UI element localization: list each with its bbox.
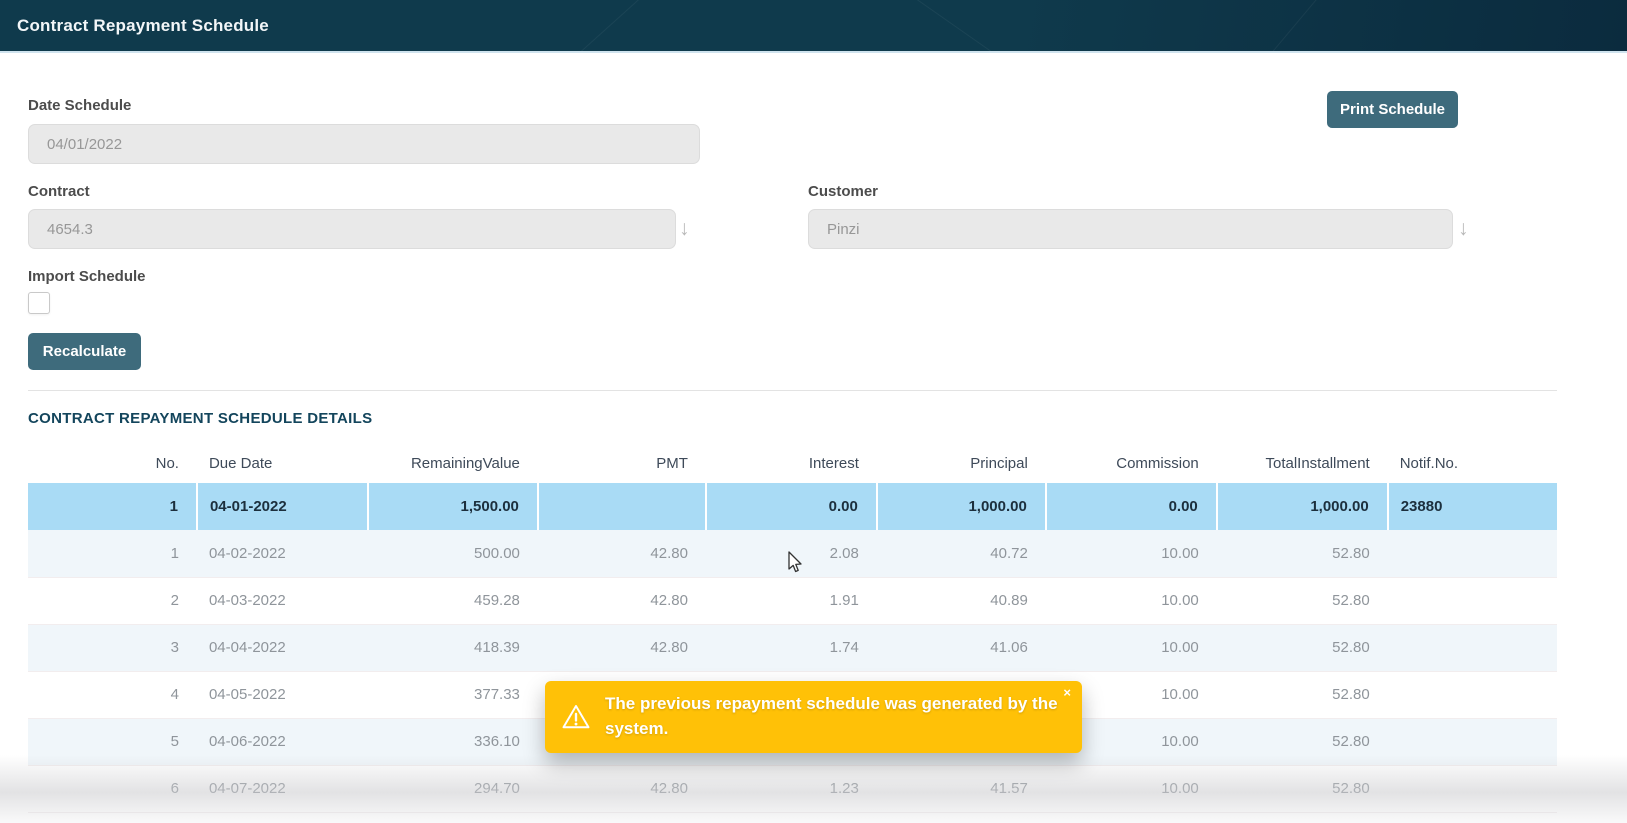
cell-due_date: 04-03-2022 [208, 592, 286, 609]
customer-input[interactable] [808, 209, 1453, 249]
table-row[interactable]: 2 04-03-2022 459.28 42.80 1.91 40.89 10.00 52.8… [28, 577, 1557, 624]
cell-commission: 10.00 [1161, 686, 1199, 703]
column-header-remaining: RemainingValue [410, 454, 520, 472]
cell-total: 52.80 [1332, 780, 1370, 797]
table-row[interactable]: 1 04-02-2022 500.00 42.80 2.08 40.72 10.00 52.8… [28, 530, 1557, 577]
customer-dropdown-arrow-icon[interactable]: ↓ [1458, 217, 1469, 240]
cell-notif [1388, 671, 1557, 718]
contract-dropdown-arrow-icon[interactable]: ↓ [679, 217, 690, 240]
cell-total: 1,000.00 [1216, 483, 1389, 530]
toast-notification: The previous repayment schedule was gene… [545, 681, 1082, 753]
cell-notif: 23880 [1400, 498, 1443, 515]
cell-no: 1 [28, 483, 198, 530]
header-deco-line [1143, 0, 1338, 51]
cell-no: 4 [170, 686, 179, 703]
cell-principal: 40.72 [990, 544, 1028, 562]
cell-no: 6 [170, 780, 179, 797]
column-header-interest: Interest [808, 454, 859, 472]
cell-no: 1 [170, 544, 179, 562]
table-row[interactable]: 6 04-07-2022 294.70 42.80 1.23 41.57 10.00 52.8… [28, 765, 1557, 812]
cell-pmt: 42.80 [650, 544, 688, 562]
cell-total: 52.80 [1332, 733, 1370, 750]
section-divider [28, 390, 1557, 391]
cell-notif [1388, 530, 1557, 577]
cell-commission: 0.00 [1045, 483, 1218, 530]
cell-due_date: 04-07-2022 [208, 780, 286, 797]
cell-interest: 1.91 [829, 592, 859, 609]
column-header-no: No. [155, 454, 179, 472]
cell-interest: 1.74 [829, 639, 859, 656]
page-title: Contract Repayment Schedule [17, 16, 269, 35]
cell-principal: 40.89 [990, 592, 1028, 609]
table-row[interactable]: 3 04-04-2022 418.39 42.80 1.74 41.06 10.00 52.8… [28, 624, 1557, 671]
cell-commission: 10.00 [1161, 733, 1199, 750]
schedule-table: No. Due Date RemainingValue PMT Interest Prin… [28, 443, 1557, 813]
column-header-pmt: PMT [656, 454, 688, 472]
cell-total: 52.80 [1332, 592, 1370, 609]
cell-due_date: 04-06-2022 [208, 733, 286, 750]
column-header-notif: Notif.No. [1399, 454, 1459, 472]
details-section-title: CONTRACT REPAYMENT SCHEDULE DETAILS [28, 410, 373, 427]
cell-due_date: 04-01-2022 [196, 483, 369, 530]
cell-pmt: 42.80 [650, 780, 688, 797]
table-row[interactable]: 1 04-01-2022 1,500.00 0.00 1,000.00 0.00 1,000… [28, 483, 1557, 530]
cell-remaining: 459.28 [474, 592, 520, 609]
cell-remaining: 336.10 [474, 733, 520, 750]
column-header-principal: Principal [970, 454, 1028, 472]
table-header-row: No. Due Date RemainingValue PMT Interest Prin… [28, 443, 1557, 483]
warning-icon [562, 705, 590, 729]
header-deco-line [837, 0, 1084, 51]
cell-total: 52.80 [1332, 544, 1370, 562]
cell-remaining: 418.39 [474, 639, 520, 656]
cell-commission: 10.00 [1161, 544, 1199, 562]
cell-principal: 41.57 [990, 780, 1028, 797]
toast-close-icon[interactable]: × [1063, 685, 1071, 700]
print-schedule-button[interactable]: Print Schedule [1327, 91, 1458, 128]
cell-pmt: 42.80 [650, 592, 688, 609]
cell-commission: 10.00 [1161, 780, 1199, 797]
cell-remaining: 1,500.00 [367, 483, 539, 530]
column-header-due_date: Due Date [208, 454, 273, 472]
recalculate-button[interactable]: Recalculate [28, 333, 141, 370]
cell-notif [1388, 765, 1557, 812]
date-schedule-input[interactable] [28, 124, 700, 164]
column-header-commission: Commission [1116, 454, 1199, 472]
cell-notif [1388, 577, 1557, 624]
schedule-table-wrap: No. Due Date RemainingValue PMT Interest Prin… [28, 443, 1557, 813]
cell-due_date: 04-02-2022 [208, 544, 286, 562]
import-schedule-checkbox[interactable] [28, 292, 50, 314]
cell-due_date: 04-04-2022 [208, 639, 286, 656]
cell-interest: 0.00 [705, 483, 878, 530]
contract-input[interactable] [28, 209, 676, 249]
cell-remaining: 500.00 [474, 544, 520, 562]
column-header-total: TotalInstallment [1265, 454, 1370, 472]
cell-total: 52.80 [1332, 686, 1370, 703]
cell-due_date: 04-05-2022 [208, 686, 286, 703]
cell-principal: 41.06 [990, 639, 1028, 656]
cell-notif [1388, 624, 1557, 671]
header-deco-line [448, 0, 673, 51]
cell-commission: 10.00 [1161, 639, 1199, 656]
cell-notif [1388, 718, 1557, 765]
cell-no: 3 [170, 639, 179, 656]
app-header: Contract Repayment Schedule [0, 0, 1627, 53]
contract-label: Contract [28, 183, 90, 200]
cell-no: 2 [170, 592, 179, 609]
import-schedule-label: Import Schedule [28, 268, 146, 285]
toast-message: The previous repayment schedule was gene… [605, 694, 1058, 738]
cell-remaining: 294.70 [474, 780, 520, 797]
cell-commission: 10.00 [1161, 592, 1199, 609]
customer-label: Customer [808, 183, 879, 200]
cell-principal: 1,000.00 [876, 483, 1047, 530]
cell-no: 5 [170, 733, 179, 750]
cell-pmt: 42.80 [650, 639, 688, 656]
cell-total: 52.80 [1332, 639, 1370, 656]
date-schedule-label: Date Schedule [28, 97, 132, 114]
cell-pmt [537, 483, 707, 530]
cell-interest: 2.08 [829, 544, 859, 562]
cell-remaining: 377.33 [474, 686, 520, 703]
cell-interest: 1.23 [829, 780, 859, 797]
